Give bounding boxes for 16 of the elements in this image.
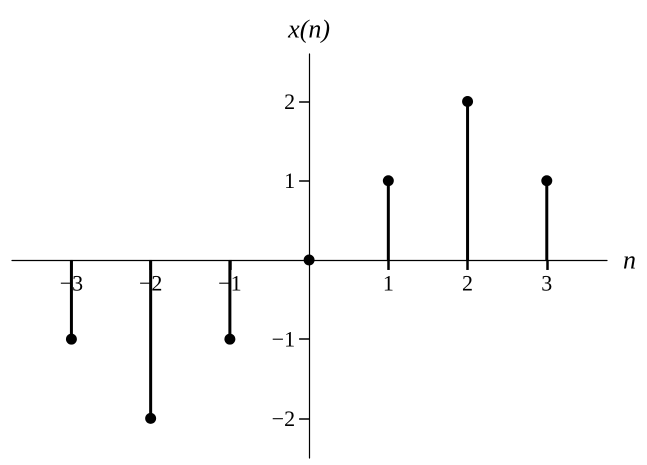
x-axis-title: n (623, 245, 636, 274)
y-tick-label: −1 (272, 326, 296, 352)
y-axis-title: x(n) (287, 14, 330, 44)
x-tick-label: 3 (541, 270, 552, 296)
point (145, 412, 156, 424)
y-tick-label: 1 (284, 168, 296, 194)
point (224, 334, 236, 345)
point (66, 334, 77, 345)
point (382, 175, 394, 186)
point (304, 254, 315, 266)
y-tick-label: 2 (284, 89, 296, 114)
x-tick-label: 2 (462, 270, 474, 296)
y-tick-label: −2 (272, 406, 296, 431)
point (462, 96, 474, 108)
point (541, 175, 552, 186)
x-tick-label: 1 (382, 270, 394, 296)
